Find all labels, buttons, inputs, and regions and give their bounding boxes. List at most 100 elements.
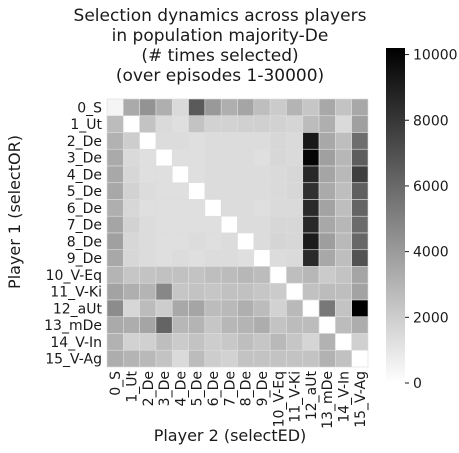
heatmap-cell-1-15 bbox=[351, 115, 369, 133]
heatmap-cell-12-2 bbox=[139, 299, 157, 318]
heatmap-cell-10-4 bbox=[171, 266, 189, 284]
heatmap-cell-7-0 bbox=[106, 215, 124, 234]
x-tick-label: 3_De bbox=[157, 371, 173, 406]
heatmap-cell-12-11 bbox=[286, 299, 304, 318]
heatmap-cell-12-7 bbox=[220, 299, 238, 318]
x-tick-label: 2_De bbox=[141, 371, 157, 406]
heatmap-cell-14-2 bbox=[139, 333, 157, 351]
heatmap-cell-2-7 bbox=[220, 132, 238, 150]
heatmap-cell-13-3 bbox=[155, 316, 173, 334]
heatmap-cell-3-0 bbox=[106, 148, 124, 167]
heatmap-cell-3-5 bbox=[188, 148, 206, 167]
heatmap-cell-1-14 bbox=[335, 115, 352, 133]
heatmap-cell-13-6 bbox=[204, 316, 222, 334]
y-tick-label: 15_V-Ag bbox=[45, 352, 102, 368]
y-tick-label: 12_aUt bbox=[53, 301, 103, 317]
x-tick-label: 0_S bbox=[108, 371, 124, 396]
heatmap-cell-13-13 bbox=[318, 316, 336, 334]
title-line-4: (over episodes 1-30000) bbox=[116, 66, 324, 86]
heatmap-cell-1-13 bbox=[318, 115, 336, 133]
x-tick-labels: 0_S 1_Ut 2_De 3_De 4_De 5_De 6_De 7_De 8_De 9_De 1… bbox=[108, 371, 369, 429]
x-tick-label: 10_V-Eq bbox=[271, 371, 287, 427]
heatmap-cell-9-10 bbox=[269, 249, 287, 267]
heatmap-cell-5-12 bbox=[302, 182, 320, 200]
heatmap-cell-8-12 bbox=[302, 232, 320, 251]
heatmap-cell-9-5 bbox=[188, 249, 206, 267]
heatmap-cell-6-10 bbox=[269, 199, 287, 217]
heatmap-cell-2-9 bbox=[253, 132, 271, 150]
heatmap-cell-4-3 bbox=[155, 165, 173, 184]
heatmap-cell-5-11 bbox=[286, 182, 304, 200]
heatmap-cell-5-4 bbox=[171, 182, 189, 200]
heatmap-cell-7-5 bbox=[188, 215, 206, 234]
heatmap-cell-5-9 bbox=[253, 182, 271, 200]
heatmap-cell-0-0 bbox=[106, 98, 124, 117]
y-tick-label: 8_De bbox=[67, 234, 102, 250]
heatmap-cell-5-2 bbox=[139, 182, 157, 200]
heatmap-cell-10-12 bbox=[302, 266, 320, 284]
heatmap-cell-2-1 bbox=[123, 132, 140, 150]
heatmap-cell-14-11 bbox=[286, 333, 304, 351]
x-tick-label: 12_aUt bbox=[304, 371, 320, 421]
heatmap-cell-8-9 bbox=[253, 232, 271, 251]
heatmap-cell-0-8 bbox=[237, 98, 255, 117]
heatmap-cell-7-3 bbox=[155, 215, 173, 234]
heatmap-cell-0-10 bbox=[269, 98, 287, 117]
colorbar-gradient bbox=[386, 48, 405, 383]
heatmap-cell-11-11 bbox=[286, 282, 304, 301]
heatmap-cell-11-4 bbox=[171, 282, 189, 301]
heatmap-cell-6-8 bbox=[237, 199, 255, 217]
heatmap-cell-1-0 bbox=[106, 115, 124, 133]
heatmap-cell-4-14 bbox=[335, 165, 352, 184]
x-tick-label: 6_De bbox=[206, 371, 222, 406]
heatmap-cell-2-11 bbox=[286, 132, 304, 150]
heatmap-cell-0-13 bbox=[318, 98, 336, 117]
heatmap-cell-3-1 bbox=[123, 148, 140, 167]
heatmap-cell-8-4 bbox=[171, 232, 189, 251]
heatmap-cell-11-3 bbox=[155, 282, 173, 301]
heatmap-cell-4-8 bbox=[237, 165, 255, 184]
heatmap-cell-10-14 bbox=[335, 266, 352, 284]
heatmap-cell-10-1 bbox=[123, 266, 140, 284]
heatmap-cell-7-10 bbox=[269, 215, 287, 234]
y-tick-label: 6_De bbox=[67, 201, 102, 217]
heatmap-cell-3-4 bbox=[171, 148, 189, 167]
heatmap-cell-3-2 bbox=[139, 148, 157, 167]
y-tick-label: 2_De bbox=[67, 134, 102, 150]
heatmap-cell-15-3 bbox=[155, 349, 173, 368]
heatmap-cell-15-6 bbox=[204, 349, 222, 368]
heatmap-cell-10-11 bbox=[286, 266, 304, 284]
heatmap-cell-1-4 bbox=[171, 115, 189, 133]
heatmap-cell-14-15 bbox=[351, 333, 369, 351]
heatmap-cell-1-11 bbox=[286, 115, 304, 133]
heatmap-cell-4-4 bbox=[171, 165, 189, 184]
heatmap-cell-9-1 bbox=[123, 249, 140, 267]
heatmap-cell-11-0 bbox=[106, 282, 124, 301]
heatmap-cell-7-6 bbox=[204, 215, 222, 234]
x-axis-label: Player 2 (selectED) bbox=[154, 426, 307, 445]
heatmap-cell-4-13 bbox=[318, 165, 336, 184]
x-tick-label: 13_mDe bbox=[320, 371, 336, 429]
heatmap-cell-2-6 bbox=[204, 132, 222, 150]
heatmap-cell-15-14 bbox=[335, 349, 352, 368]
x-tick-label: 8_De bbox=[239, 371, 255, 406]
heatmap-cell-11-14 bbox=[335, 282, 352, 301]
heatmap-cell-4-7 bbox=[220, 165, 238, 184]
x-tick-label: 14_V-In bbox=[337, 371, 353, 423]
heatmap-cell-7-11 bbox=[286, 215, 304, 234]
heatmap-cell-8-7 bbox=[220, 232, 238, 251]
heatmap-cell-11-12 bbox=[302, 282, 320, 301]
heatmap-cell-10-13 bbox=[318, 266, 336, 284]
heatmap-cell-5-5 bbox=[188, 182, 206, 200]
x-tick-label: 11_V-Ki bbox=[288, 371, 304, 423]
heatmap-cell-15-8 bbox=[237, 349, 255, 368]
heatmap-cell-0-2 bbox=[139, 98, 157, 117]
heatmap-cell-13-5 bbox=[188, 316, 206, 334]
heatmap-cell-10-6 bbox=[204, 266, 222, 284]
heatmap-cell-4-9 bbox=[253, 165, 271, 184]
heatmap-cell-12-5 bbox=[188, 299, 206, 318]
heatmap-cell-9-11 bbox=[286, 249, 304, 267]
heatmap-cell-10-10 bbox=[269, 266, 287, 284]
heatmap-cell-6-6 bbox=[204, 199, 222, 217]
